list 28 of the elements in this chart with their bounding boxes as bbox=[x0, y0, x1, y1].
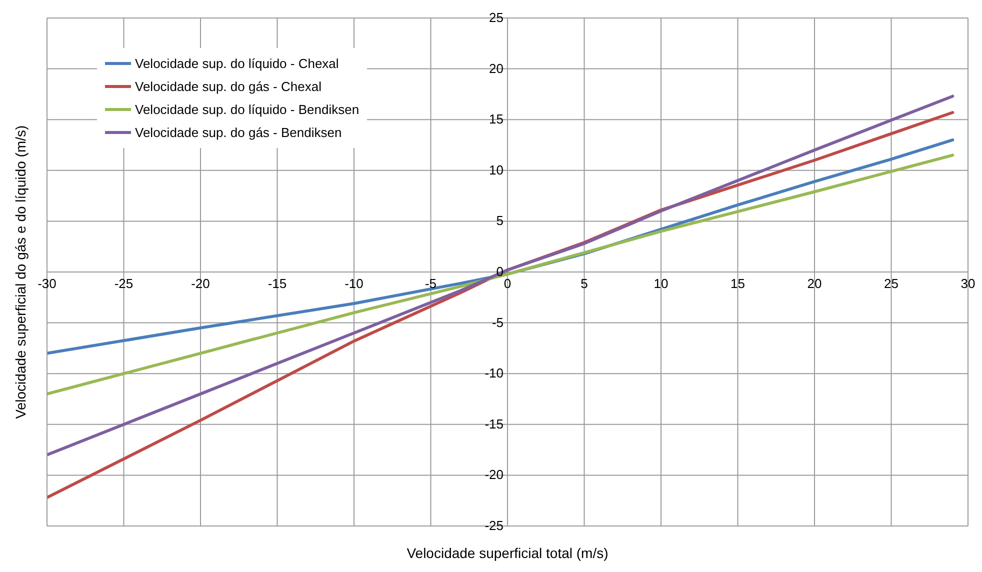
y-tick-label: -15 bbox=[484, 416, 504, 432]
x-tick-label: 30 bbox=[960, 276, 976, 291]
x-tick-label: -25 bbox=[114, 276, 134, 291]
y-tick-label: 5 bbox=[496, 213, 504, 228]
y-tick-label: 25 bbox=[489, 10, 504, 25]
legend-label: Velocidade sup. do gás - Bendiksen bbox=[135, 125, 342, 140]
legend-label: Velocidade sup. do gás - Chexal bbox=[135, 79, 322, 94]
legend-label: Velocidade sup. do líquido - Bendiksen bbox=[135, 102, 360, 117]
x-tick-label: 15 bbox=[730, 276, 745, 291]
x-tick-label: -5 bbox=[424, 276, 437, 291]
y-tick-label: 10 bbox=[489, 162, 504, 178]
y-tick-label: -20 bbox=[484, 467, 504, 482]
y-tick-label: -10 bbox=[484, 366, 504, 381]
y-tick-label: -25 bbox=[484, 518, 504, 533]
x-tick-label: -30 bbox=[38, 276, 56, 291]
y-axis-title: Velocidade superficial do gás e do líquido (m/s) bbox=[12, 125, 29, 419]
y-tick-label: 20 bbox=[489, 60, 504, 76]
x-tick-label: 25 bbox=[884, 276, 898, 291]
x-tick-label: -20 bbox=[191, 276, 210, 291]
x-tick-label: 10 bbox=[654, 276, 668, 291]
y-tick-label: 15 bbox=[489, 112, 504, 127]
x-tick-label: 5 bbox=[580, 276, 588, 291]
x-tick-label: 20 bbox=[807, 276, 822, 291]
x-axis-title: Velocidade superficial total (m/s) bbox=[406, 545, 608, 561]
x-tick-label: -10 bbox=[344, 276, 364, 291]
legend-label: Velocidade sup. do líquido - Chexal bbox=[135, 56, 339, 71]
y-tick-label: -5 bbox=[492, 314, 504, 330]
x-tick-label: -15 bbox=[268, 276, 287, 291]
